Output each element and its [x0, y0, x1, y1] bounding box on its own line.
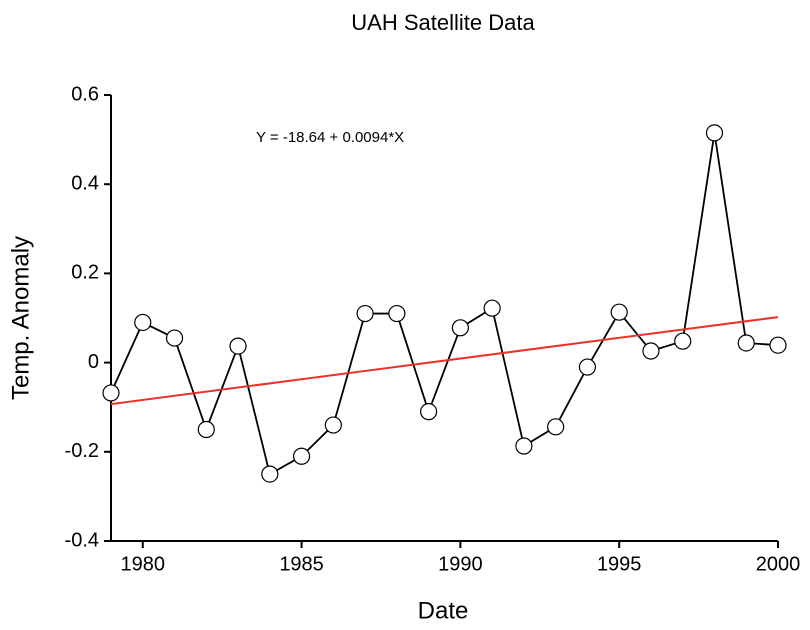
marker [705, 124, 724, 142]
x-tick-label: 1985 [279, 553, 324, 575]
marker [483, 299, 501, 317]
marker [197, 420, 215, 439]
y-tick-label: 0.6 [71, 83, 99, 105]
marker [610, 303, 628, 321]
annotation: Y = -18.64 + 0.0094*X [256, 129, 404, 146]
x-axis-label: Date [418, 597, 469, 624]
marker [578, 358, 597, 376]
line [110, 132, 779, 476]
marker [547, 418, 565, 436]
marker [515, 437, 533, 455]
marker [261, 465, 279, 483]
marker [451, 319, 469, 337]
chart-title: UAH Satellite Data [351, 10, 535, 35]
y-tick-label: -0.4 [65, 529, 99, 551]
marker [292, 447, 311, 465]
x-tick-label: 1995 [597, 553, 642, 575]
x-tick-label: 1990 [438, 553, 483, 575]
marker [420, 403, 438, 421]
y-tick-label: 0.4 [71, 172, 99, 194]
marker [769, 336, 787, 354]
x-tick-label: 1980 [121, 553, 166, 575]
marker [324, 416, 342, 434]
marker [642, 342, 660, 360]
marker [737, 334, 755, 352]
line [110, 316, 779, 406]
marker [134, 313, 152, 332]
y-tick-label: -0.2 [65, 440, 99, 462]
marker [356, 304, 374, 323]
marker [165, 329, 184, 347]
marker [229, 337, 247, 355]
x-tick-label: 2000 [756, 553, 801, 575]
y-axis-label: Temp. Anomaly [7, 236, 34, 400]
y-tick-label: 0 [88, 351, 99, 373]
marker [674, 332, 692, 350]
marker [388, 304, 406, 323]
y-tick-label: 0.2 [71, 262, 99, 284]
marker [102, 384, 120, 402]
